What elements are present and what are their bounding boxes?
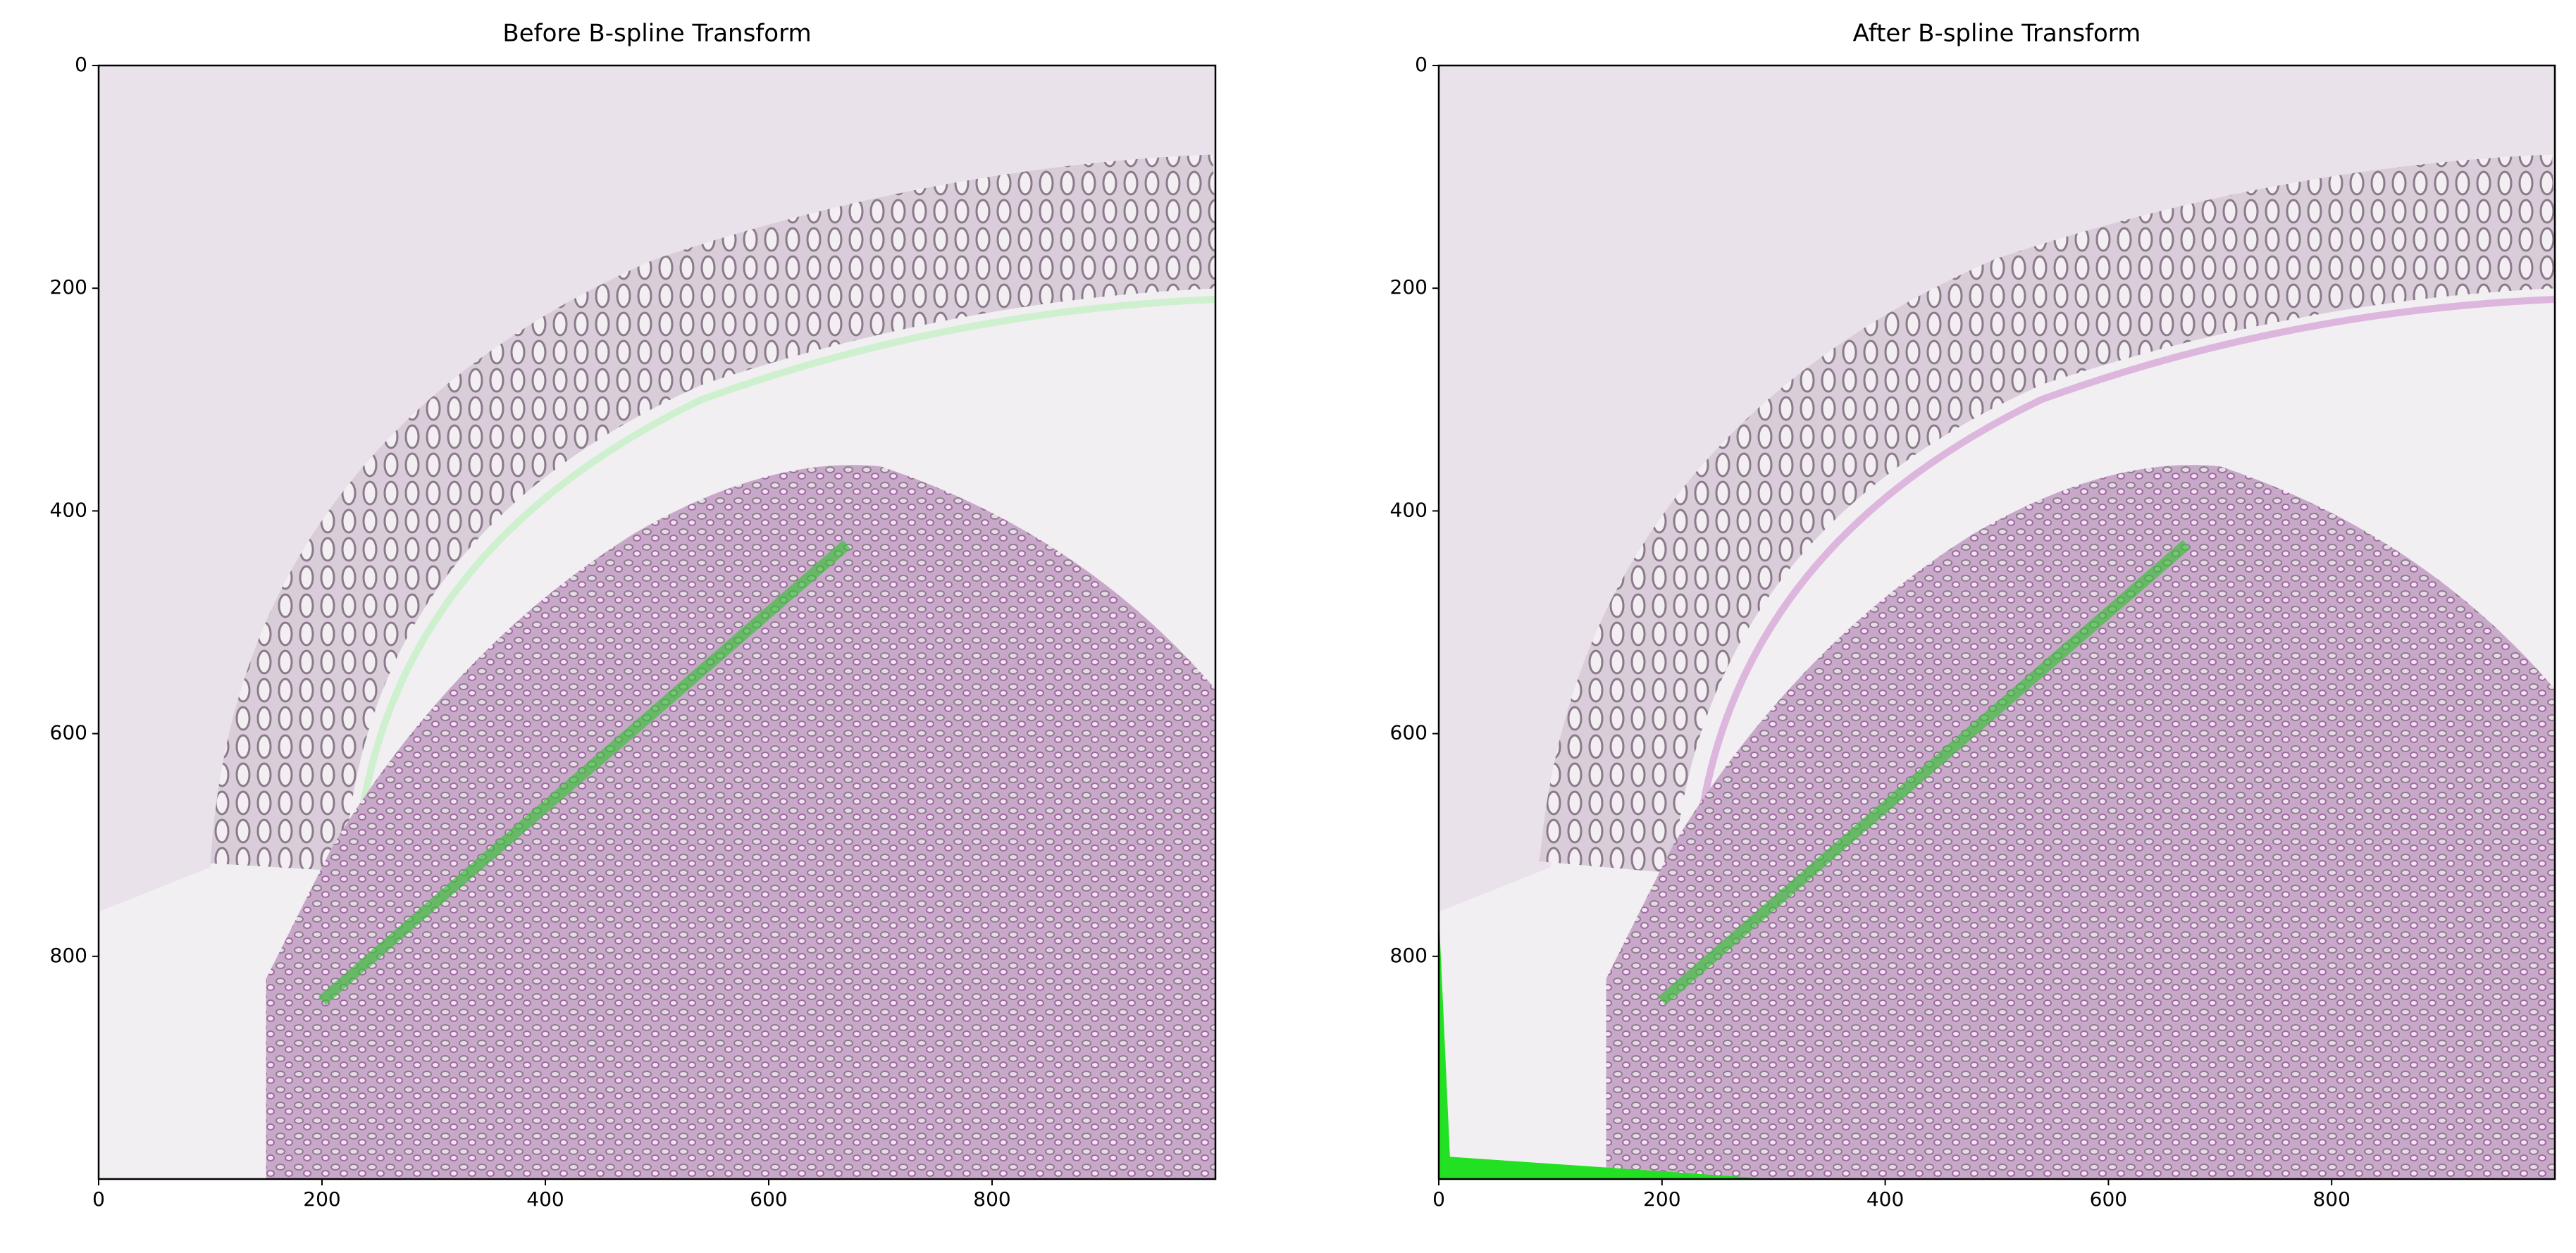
chart-title: After B-spline Transform: [1853, 20, 2141, 48]
image-content: [1439, 66, 2555, 1179]
tissue-upper: [99, 66, 1215, 912]
x-tick-label: 0: [1432, 1187, 1445, 1211]
y-tick-label: 600: [50, 721, 87, 744]
image-content: [99, 66, 1215, 1179]
x-tick-label: 200: [303, 1187, 340, 1211]
tumor: [1606, 465, 2555, 1179]
y-tick-label: 400: [1390, 498, 1428, 521]
tumor: [266, 465, 1215, 1179]
green-streak: [1658, 540, 2191, 1006]
y-tick-label: 800: [50, 944, 87, 967]
x-tick-label: 800: [2312, 1187, 2350, 1211]
x-tick-label: 200: [1643, 1187, 1680, 1211]
axes-frame: [97, 64, 1217, 1180]
y-tick-label: 400: [50, 498, 87, 521]
tissue-upper: [1439, 66, 2555, 912]
green-streak: [318, 540, 851, 1006]
mucosa-edge: [1692, 296, 2555, 868]
x-tick-label: 400: [526, 1187, 564, 1211]
axes-frame: [1437, 64, 2556, 1180]
mucosa-band: [1539, 154, 2555, 874]
y-tick-label: 200: [1390, 275, 1428, 299]
x-tick-label: 400: [1866, 1187, 1904, 1211]
x-tick-label: 800: [973, 1187, 1010, 1211]
y-tick-label: 0: [75, 53, 87, 76]
x-tick-label: 0: [92, 1187, 105, 1211]
y-tick-label: 600: [1390, 721, 1428, 744]
y-tick-label: 800: [1390, 944, 1428, 967]
y-tick-label: 200: [50, 275, 87, 299]
x-tick-label: 600: [750, 1187, 787, 1211]
mucosa-edge: [352, 296, 1215, 868]
x-tick-label: 600: [2090, 1187, 2127, 1211]
mucosa-band: [210, 154, 1215, 872]
chart-title: Before B-spline Transform: [502, 20, 811, 48]
y-tick-label: 0: [1415, 53, 1428, 76]
